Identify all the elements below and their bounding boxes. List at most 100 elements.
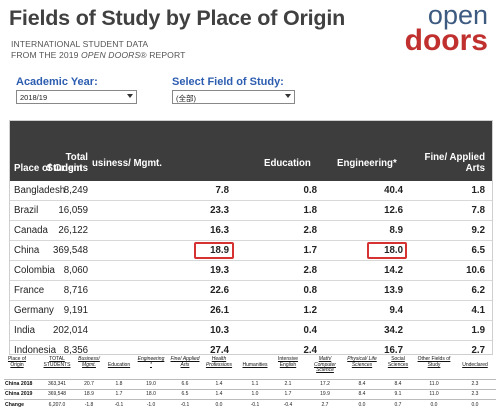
cell-engineering: 9.4 (389, 305, 403, 316)
cell-education: 1.7 (303, 245, 317, 256)
subtitle-suffix: ® REPORT (140, 50, 186, 60)
cell-business: 16.3 (210, 225, 229, 236)
page-title: Fields of Study by Place of Origin (9, 6, 346, 30)
header-fine-arts[interactable]: Fine/ Applied Arts (425, 152, 485, 174)
cell-education: 1.8 (303, 205, 317, 216)
comp-value: 18.9 (84, 391, 94, 397)
cell-fine-arts: 1.8 (471, 185, 485, 196)
cell-total: 8,716 (63, 285, 88, 296)
comp-value: 1.0 (251, 391, 259, 397)
header-engineering[interactable]: Engineering* (337, 158, 397, 169)
comp-value: 6,207.0 (48, 402, 66, 408)
comp-value: -0.1 (180, 402, 190, 408)
comp-header-physical: Physical/ Life Sciences (347, 356, 377, 368)
comp-value: -0.1 (114, 402, 124, 408)
comp-value: 6.5 (181, 391, 189, 397)
cell-total: 8,356 (63, 345, 88, 355)
cell-education: 0.8 (303, 285, 317, 296)
subtitle-brand: OPEN DOORS (81, 50, 141, 60)
open-doors-logo: open doors (404, 0, 488, 58)
header-place-of-origin[interactable]: Place of Origin (14, 163, 83, 174)
header-total-line2: Students (46, 163, 88, 174)
highlight-box (194, 242, 234, 259)
table-row: Indonesia 8,356 27.4 2.4 16.7 2.7 (10, 341, 492, 355)
header-business[interactable]: usiness/ Mgmt. (92, 158, 162, 169)
header-total-line1: Total (65, 152, 88, 163)
academic-year-select[interactable]: 2018/19 (16, 90, 137, 104)
comp-header-math: Math/ Computer Science (314, 356, 336, 374)
cell-engineering: 34.2 (384, 325, 403, 336)
comp-value: 369,548 (47, 391, 67, 397)
logo-doors-text: doors (404, 24, 488, 58)
cell-business: 10.3 (210, 325, 229, 336)
cell-fine-arts: 10.6 (466, 265, 485, 276)
comp-header-total: TOTAL STUDENTS (43, 356, 71, 368)
cell-education: 0.4 (303, 325, 317, 336)
comp-value: 2.1 (284, 381, 292, 387)
cell-engineering: 14.2 (384, 265, 403, 276)
logo-open-text: open (427, 0, 488, 30)
cell-business: 26.1 (210, 305, 229, 316)
cell-fine-arts: 6.5 (471, 245, 485, 256)
comp-value: 1.7 (284, 391, 292, 397)
field-of-study-label: Select Field of Study: (172, 76, 284, 88)
comp-header-intensive-english: Intensive English (277, 356, 298, 368)
cell-place: Canada (14, 225, 48, 236)
comp-value: 19.0 (146, 381, 156, 387)
comp-value: 20.7 (84, 381, 94, 387)
fields-table[interactable]: Place of Origin Total Students usiness/ … (9, 120, 493, 355)
table-row: Bangladesh 8,249 7.8 0.8 40.4 1.8 (10, 181, 492, 201)
header-fine-line2: Arts (465, 163, 485, 174)
cell-place: Colombia (14, 265, 55, 276)
cell-fine-arts: 4.1 (471, 305, 485, 316)
comp-value: 1.1 (251, 381, 259, 387)
comp-value: 0.0 (471, 402, 479, 408)
cell-fine-arts: 9.2 (471, 225, 485, 236)
comp-value: 9.1 (394, 391, 402, 397)
comp-header-business: Business/ Mgmt. (78, 356, 100, 368)
cell-business: 7.8 (215, 185, 229, 196)
comp-value: -0.4 (283, 402, 293, 408)
comp-value: 6.6 (181, 381, 189, 387)
comp-value: 8.4 (394, 381, 402, 387)
comp-header-engineering: Engineering * (137, 356, 165, 368)
cell-place: Indonesia (14, 345, 57, 355)
comp-value: 11.0 (429, 391, 439, 397)
comp-value: 11.0 (429, 381, 439, 387)
comp-header-fine-arts: Fine/ Applied Arts (170, 356, 200, 368)
table-header: Place of Origin Total Students usiness/ … (10, 121, 492, 181)
divider (4, 399, 496, 400)
academic-year-label: Academic Year: (16, 76, 98, 88)
comp-row-label: Change (5, 402, 25, 408)
field-of-study-select[interactable]: (全部) (172, 90, 295, 104)
header-fine-line1: Fine/ Applied (424, 152, 485, 163)
comp-header-social: Social Sciences (387, 356, 409, 368)
field-of-study-value: (全部) (176, 94, 196, 103)
chevron-down-icon (285, 94, 291, 98)
comp-value: 2.3 (471, 391, 479, 397)
cell-fine-arts: 2.7 (471, 345, 485, 355)
header-education[interactable]: Education (264, 158, 311, 169)
cell-business: 18.9 (210, 245, 229, 256)
comp-header-education: Education (107, 362, 131, 368)
cell-fine-arts: 1.9 (471, 325, 485, 336)
comp-header-place: Place of Origin (7, 356, 27, 368)
table-row: Germany 9,191 26.1 1.2 9.4 4.1 (10, 301, 492, 321)
cell-total: 16,059 (58, 205, 88, 216)
cell-place: Bangladesh (14, 185, 66, 196)
table-row: Canada 26,122 16.3 2.8 8.9 9.2 (10, 221, 492, 241)
highlight-box (367, 242, 407, 259)
cell-engineering: 16.7 (384, 345, 403, 355)
cell-education: 2.8 (303, 265, 317, 276)
cell-engineering: 40.4 (384, 185, 403, 196)
comp-value: 8.4 (358, 391, 366, 397)
header-total-students[interactable]: Total Students (47, 152, 88, 174)
cell-fine-arts: 7.8 (471, 205, 485, 216)
comp-row-label: China 2019 (5, 391, 33, 397)
cell-fine-arts: 6.2 (471, 285, 485, 296)
cell-business: 27.4 (210, 345, 229, 355)
cell-education: 0.8 (303, 185, 317, 196)
comp-header-undeclared: Undeclared (462, 362, 488, 368)
comp-value: 19.9 (320, 391, 330, 397)
table-row: Brazil 16,059 23.3 1.8 12.6 7.8 (10, 201, 492, 221)
